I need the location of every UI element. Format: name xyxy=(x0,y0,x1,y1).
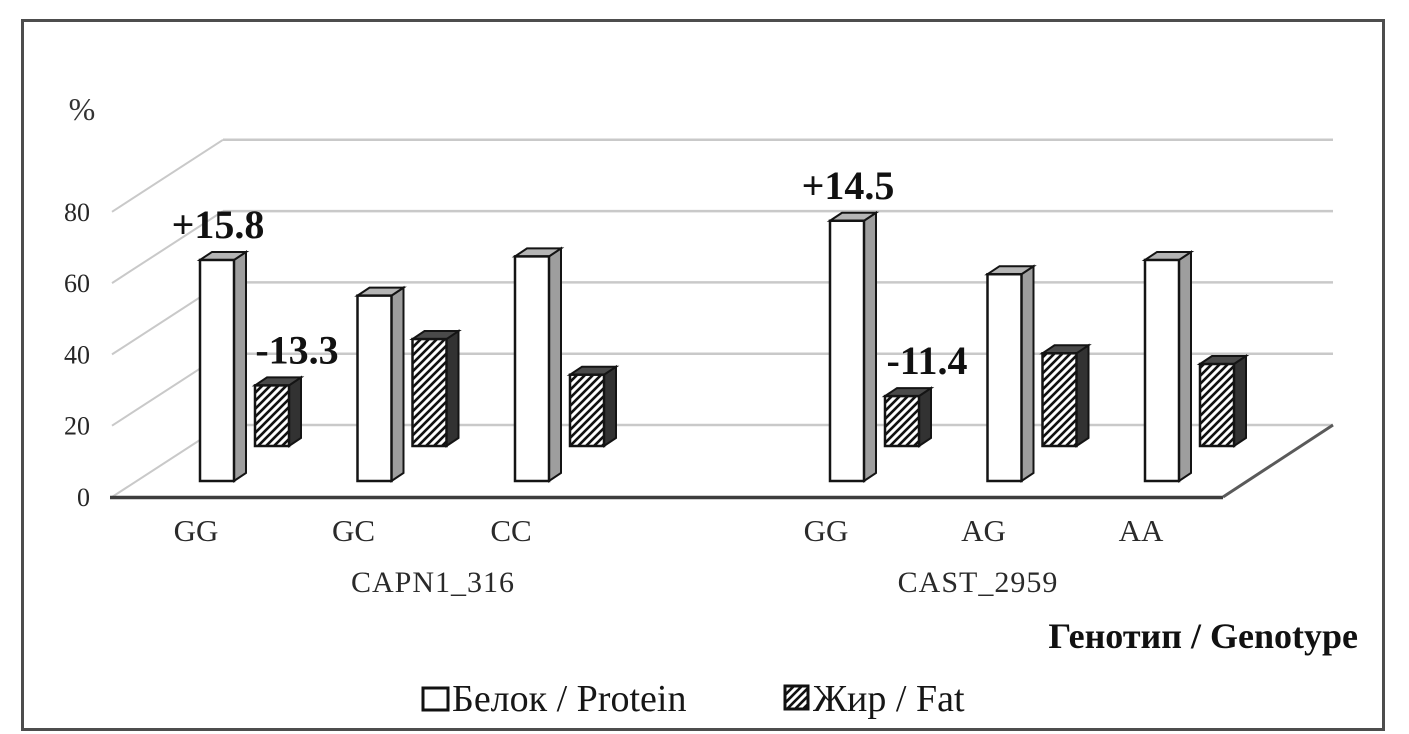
bar-side-face-protein-capn1_316-cc xyxy=(548,246,562,483)
data-label: +15.8 xyxy=(172,202,265,247)
data-label: -13.3 xyxy=(255,327,338,372)
bar-side-face-fat-capn1_316-cc xyxy=(603,364,617,448)
bar-side-face-fat-capn1_316-gg xyxy=(288,375,302,448)
x-axis-title: Генотип / Genotype xyxy=(1048,616,1358,656)
bar-fat-capn1_316-cc xyxy=(568,373,606,448)
bar-side-face-protein-cast_2959-ag xyxy=(1020,264,1035,483)
bar-side-face-protein-cast_2959-aa xyxy=(1178,250,1192,483)
group-label-cast-2959: CAST_2959 xyxy=(898,566,1059,599)
bar-fat-cast_2959-ag xyxy=(1041,352,1078,448)
y-axis-unit-label: % xyxy=(69,91,96,127)
bar-protein-capn1_316-gg xyxy=(198,258,236,483)
legend-fat-swatch-icon xyxy=(783,684,810,711)
floor-right-edge xyxy=(1222,423,1334,499)
bar-fat-capn1_316-gg xyxy=(253,384,291,448)
legend-protein-label: Белок / Protein xyxy=(452,678,686,720)
tick-connector xyxy=(111,210,224,284)
category-label-capn1_316-cc: CC xyxy=(490,513,531,548)
data-label: +14.5 xyxy=(802,163,895,208)
bar-side-face-fat-cast_2959-aa xyxy=(1233,354,1247,448)
y-tick-label: 80 xyxy=(64,198,90,227)
y-tick-label: 20 xyxy=(64,412,90,441)
gridlines: 0 20 40 60 80 xyxy=(64,138,1333,512)
legend: Белок / Protein Жир / Fat xyxy=(421,678,965,720)
y-tick-label: 0 xyxy=(77,483,90,512)
bar-protein-cast_2959-gg xyxy=(828,219,866,483)
bar-protein-cast_2959-ag xyxy=(986,272,1023,483)
bar-fat-cast_2959-gg xyxy=(883,394,921,448)
legend-protein-swatch-icon xyxy=(421,686,450,712)
y-tick-label: 60 xyxy=(64,269,90,298)
bars: GG GC CC GG AG AA xyxy=(174,210,1250,548)
category-label-cast_2959-ag: AG xyxy=(961,513,1006,548)
bar-fat-capn1_316-gc xyxy=(411,337,448,448)
figure-frame xyxy=(21,19,1385,731)
tick-connector xyxy=(111,138,224,213)
category-label-capn1_316-gg: GG xyxy=(174,513,219,548)
category-label-capn1_316-gc: GC xyxy=(332,513,375,548)
bar-side-face-protein-cast_2959-gg xyxy=(863,210,877,483)
group-label-capn1-316: CAPN1_316 xyxy=(351,566,515,599)
data-label: -11.4 xyxy=(886,338,967,383)
category-label-cast_2959-gg: GG xyxy=(804,513,849,548)
data-labels: +15.8 -13.3 +14.5 -11.4 xyxy=(172,163,968,383)
legend-fat-label: Жир / Fat xyxy=(813,678,965,720)
category-label-cast_2959-aa: AA xyxy=(1119,513,1164,548)
y-tick-label: 40 xyxy=(64,340,90,369)
bar-fat-cast_2959-aa xyxy=(1198,362,1236,448)
bar-protein-capn1_316-gc xyxy=(356,294,393,483)
bar-side-face-fat-capn1_316-gc xyxy=(445,329,460,448)
bar-side-face-protein-capn1_316-gg xyxy=(233,250,247,483)
bar-protein-capn1_316-cc xyxy=(513,255,551,483)
bar-protein-cast_2959-aa xyxy=(1143,258,1181,483)
bar-side-face-protein-capn1_316-gc xyxy=(390,285,405,483)
bar-side-face-fat-cast_2959-ag xyxy=(1075,343,1090,448)
bar-side-face-fat-cast_2959-gg xyxy=(918,386,932,448)
